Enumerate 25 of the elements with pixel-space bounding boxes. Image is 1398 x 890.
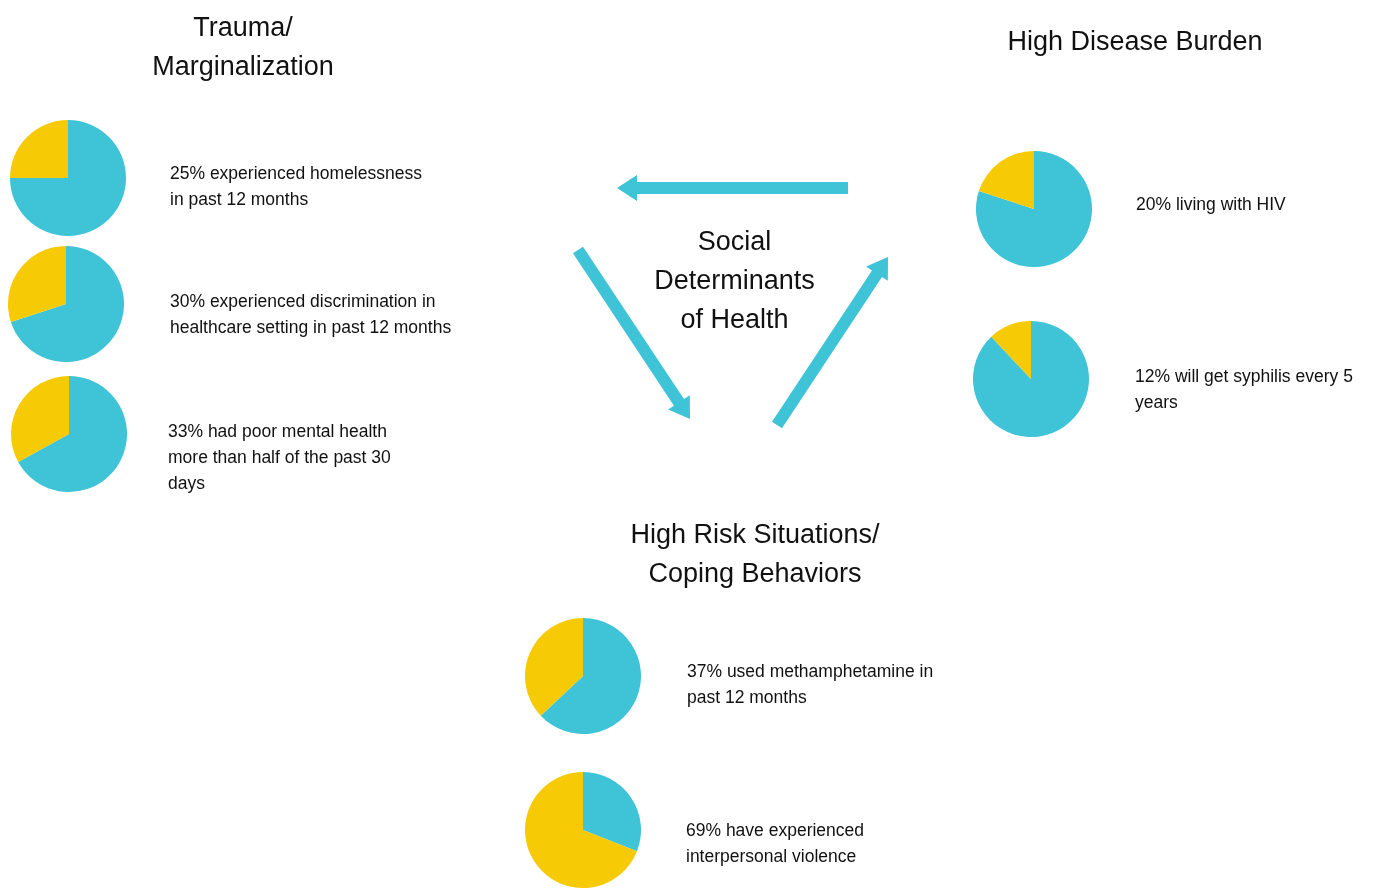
pie-slice xyxy=(973,321,1089,437)
text: 12% will get syphilis every 5 years xyxy=(1135,365,1354,414)
pie-slice xyxy=(8,246,66,322)
text: 20% living with HIV xyxy=(1136,193,1287,216)
pie-slice xyxy=(10,120,68,178)
text: 33% had poor mental health more than half of the past 30 days xyxy=(168,420,392,495)
pie-slice xyxy=(10,120,126,236)
text: High Risk Situations/ Coping Behaviors xyxy=(629,518,881,590)
text: 30% experienced discrimination in healthcare setting in past 12 months xyxy=(170,290,453,339)
pie-slice xyxy=(976,151,1092,267)
pie-slice xyxy=(583,772,641,852)
pie-slice xyxy=(525,772,637,888)
pie-slice xyxy=(978,151,1034,209)
pie-slice xyxy=(991,321,1031,379)
pie-slice xyxy=(10,246,124,362)
pie-slice xyxy=(540,618,641,734)
pie-slice xyxy=(525,618,583,716)
text: High Disease Burden xyxy=(1006,25,1264,58)
text: Social Determinants of Health xyxy=(653,225,816,336)
text: 25% experienced homelessness in past 12 months xyxy=(170,162,423,211)
text: Trauma/ Marginalization xyxy=(151,11,335,83)
pie-slice xyxy=(11,376,69,462)
text: 37% used methamphetamine in past 12 months xyxy=(687,660,935,709)
text: 69% have experienced interpersonal violence xyxy=(686,819,866,868)
pie-slice xyxy=(18,376,127,492)
